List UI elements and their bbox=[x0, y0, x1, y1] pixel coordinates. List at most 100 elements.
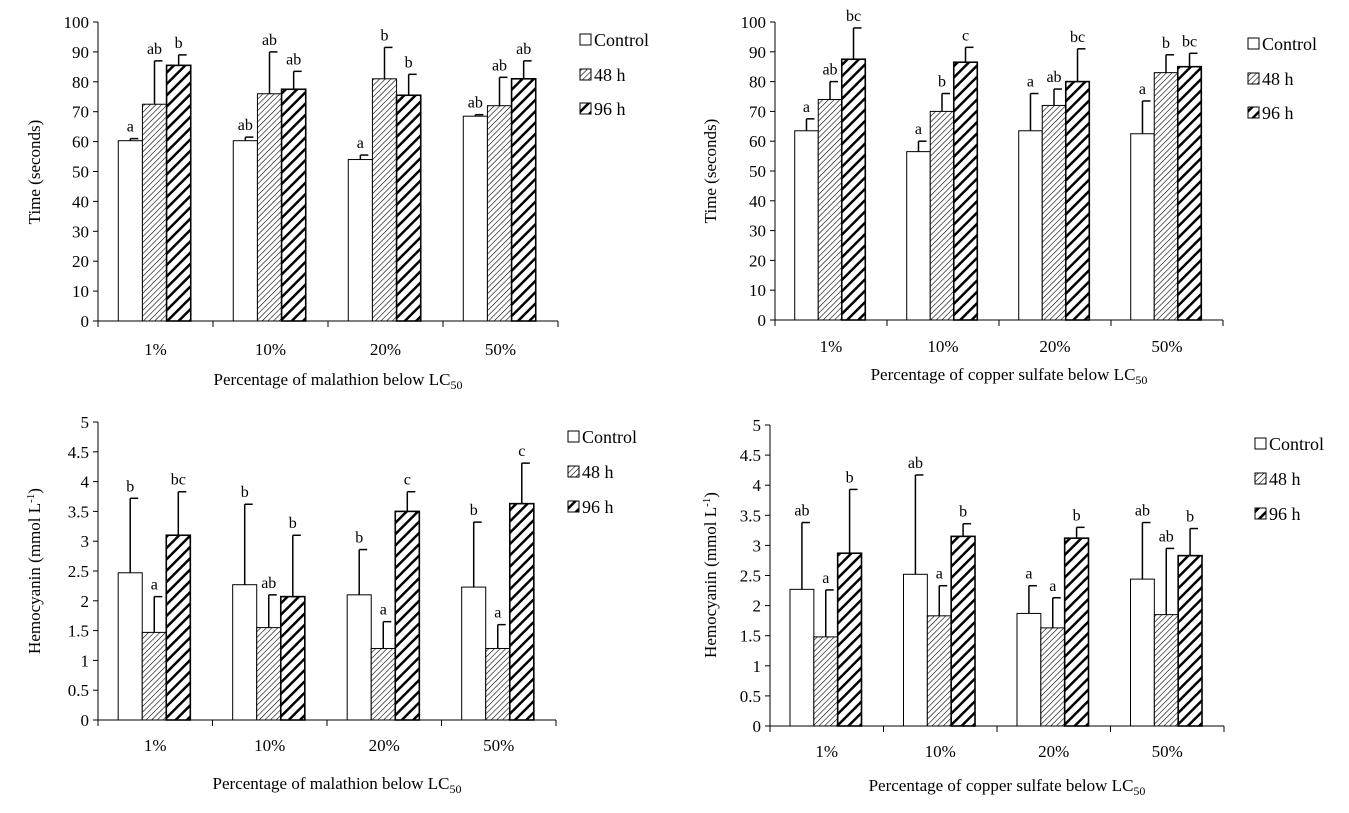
y-tick-label: 0.5 bbox=[68, 681, 89, 700]
legend-label: 48 h bbox=[1269, 469, 1301, 489]
y-tick-label: 1 bbox=[753, 657, 762, 676]
y-tick-label: 10 bbox=[72, 282, 89, 301]
bar-48h bbox=[817, 98, 843, 321]
significance-letter: a bbox=[1025, 566, 1032, 583]
significance-letter: ab bbox=[822, 62, 837, 79]
chart-4: 00.511.522.533.544.551%abab10%abab20%aab… bbox=[701, 416, 1324, 798]
bar-96h bbox=[510, 78, 537, 322]
significance-letter: a bbox=[915, 121, 922, 138]
x-tick-label: 20% bbox=[1038, 742, 1069, 761]
significance-letter: b bbox=[381, 27, 389, 44]
y-tick-label: 3 bbox=[81, 532, 90, 551]
legend-label: 96 h bbox=[1269, 504, 1301, 524]
legend-swatch bbox=[579, 33, 592, 46]
bar-control bbox=[1130, 133, 1155, 321]
x-tick-label: 10% bbox=[254, 736, 285, 755]
legend-swatch bbox=[1254, 472, 1267, 485]
y-tick-label: 30 bbox=[72, 222, 89, 241]
chart-3: 00.511.522.533.544.551%babc10%babb20%bac… bbox=[25, 413, 637, 796]
significance-letter: a bbox=[936, 566, 943, 583]
bar-control bbox=[789, 588, 815, 727]
bar-control bbox=[902, 573, 928, 727]
significance-letter: ab bbox=[492, 57, 507, 74]
significance-letter: c bbox=[962, 27, 969, 44]
legend-swatch bbox=[1254, 437, 1267, 450]
y-tick-label: 90 bbox=[749, 43, 766, 62]
bar-48h bbox=[1153, 614, 1179, 727]
bar-96h bbox=[952, 61, 979, 321]
y-axis-label: Time (seconds) bbox=[701, 119, 720, 224]
bar-96h bbox=[836, 552, 863, 727]
y-tick-label: 3 bbox=[753, 536, 762, 555]
y-tick-label: 100 bbox=[64, 13, 90, 32]
bar-control bbox=[794, 130, 819, 321]
bar-48h bbox=[929, 110, 955, 321]
y-tick-label: 1.5 bbox=[68, 622, 89, 641]
significance-letter: a bbox=[1139, 81, 1146, 98]
y-tick-label: 50 bbox=[749, 162, 766, 181]
legend-swatch bbox=[1247, 37, 1260, 50]
bar-control bbox=[906, 151, 931, 321]
bar-control bbox=[232, 584, 258, 721]
significance-letter: a bbox=[494, 605, 501, 622]
significance-letter: ab bbox=[147, 41, 162, 58]
significance-letter: b bbox=[175, 35, 183, 52]
significance-letter: b bbox=[846, 469, 854, 486]
bar-48h bbox=[926, 615, 952, 727]
legend-swatch bbox=[567, 465, 580, 478]
x-tick-label: 10% bbox=[927, 337, 958, 356]
significance-letter: b bbox=[1186, 509, 1194, 526]
bar-96h bbox=[165, 64, 192, 322]
y-tick-label: 40 bbox=[749, 192, 766, 211]
bar-control bbox=[1016, 612, 1042, 727]
y-tick-label: 80 bbox=[72, 73, 89, 92]
x-axis-label: Percentage of malathion below LC50 bbox=[213, 774, 462, 796]
significance-letter: a bbox=[1049, 578, 1056, 595]
y-tick-label: 3.5 bbox=[68, 502, 89, 521]
x-tick-label: 1% bbox=[820, 337, 843, 356]
bar-control bbox=[232, 140, 258, 322]
bar-48h bbox=[256, 93, 283, 322]
bar-48h bbox=[256, 627, 282, 721]
bar-96h bbox=[1063, 537, 1090, 727]
bar-48h bbox=[485, 647, 511, 721]
y-tick-label: 0 bbox=[81, 312, 90, 331]
bar-control bbox=[462, 115, 488, 322]
y-tick-label: 0 bbox=[81, 711, 90, 730]
bar-control bbox=[1129, 578, 1155, 727]
y-tick-label: 1 bbox=[81, 651, 90, 670]
significance-letter: b bbox=[241, 484, 249, 501]
x-tick-label: 10% bbox=[925, 742, 956, 761]
significance-letter: b bbox=[470, 502, 478, 519]
significance-letter: a bbox=[803, 99, 810, 116]
bar-48h bbox=[486, 105, 513, 322]
significance-letter: c bbox=[518, 443, 525, 460]
legend-label: Control bbox=[582, 427, 637, 447]
x-tick-label: 50% bbox=[483, 736, 514, 755]
legend-label: 96 h bbox=[594, 99, 626, 119]
significance-letter: b bbox=[938, 74, 946, 91]
x-tick-label: 20% bbox=[369, 736, 400, 755]
legend-label: Control bbox=[1269, 434, 1324, 454]
x-tick-label: 50% bbox=[485, 340, 516, 359]
x-axis-label: Percentage of malathion below LC50 bbox=[214, 370, 463, 392]
y-tick-label: 60 bbox=[72, 133, 89, 152]
significance-letter: bc bbox=[1070, 29, 1085, 46]
y-axis-label: Hemocyanin (mmol L-1) bbox=[701, 492, 720, 658]
bar-48h bbox=[1041, 104, 1067, 321]
significance-letter: b bbox=[355, 530, 363, 547]
y-tick-label: 60 bbox=[749, 132, 766, 151]
y-tick-label: 4 bbox=[81, 473, 90, 492]
significance-letter: b bbox=[405, 54, 413, 71]
significance-letter: bc bbox=[1182, 33, 1197, 50]
legend-swatch bbox=[579, 102, 592, 115]
legend-swatch bbox=[1247, 72, 1260, 85]
y-tick-label: 50 bbox=[72, 163, 89, 182]
bar-96h bbox=[394, 510, 421, 721]
bar-control bbox=[461, 586, 487, 721]
legend-swatch bbox=[567, 430, 580, 443]
bar-control bbox=[346, 594, 372, 721]
y-tick-label: 2.5 bbox=[68, 562, 89, 581]
bar-48h bbox=[1153, 72, 1179, 321]
